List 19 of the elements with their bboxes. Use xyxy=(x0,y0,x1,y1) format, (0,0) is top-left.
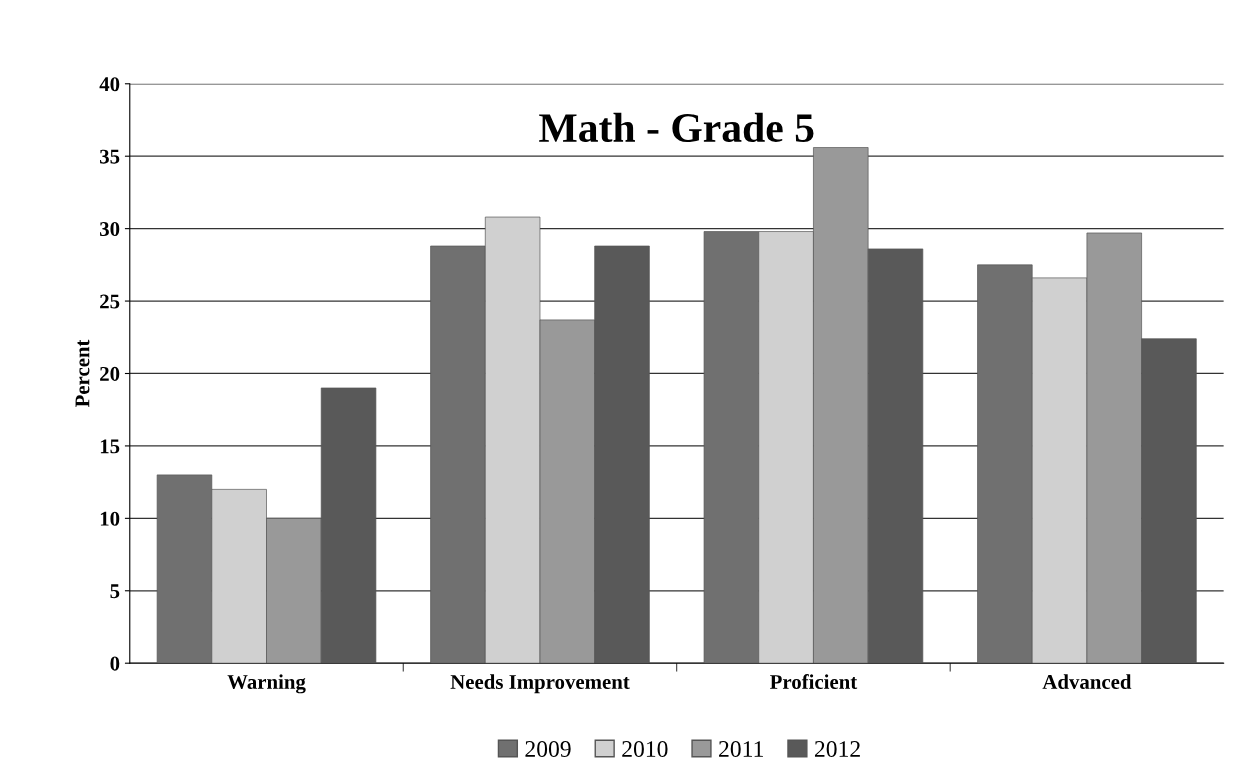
y-tick-label: 5 xyxy=(110,584,120,599)
legend-label: 2010 xyxy=(622,741,668,757)
y-tick-label: 15 xyxy=(100,439,120,454)
x-tick-label: Advanced xyxy=(1042,674,1132,689)
y-tick-label: 25 xyxy=(100,294,120,309)
legend-label: 2009 xyxy=(525,741,571,757)
text: Math - Grade 5 xyxy=(539,112,814,143)
y-tick-label: 10 xyxy=(100,511,120,526)
y-tick-label: 40 xyxy=(99,77,120,92)
legend-label: 2011 xyxy=(719,741,763,757)
legend-label: 2012 xyxy=(814,741,860,757)
x-tick-label: Proficient xyxy=(770,674,858,689)
x-tick-label: Needs Improvement xyxy=(450,674,630,694)
y-tick-label: 20 xyxy=(100,366,120,381)
y-tick-label: 35 xyxy=(100,149,120,164)
y-axis-title: Percent xyxy=(75,339,90,408)
y-tick-label: 0 xyxy=(110,656,120,671)
x-tick-label: Warning xyxy=(227,674,306,694)
y-tick-label: 30 xyxy=(100,222,120,237)
